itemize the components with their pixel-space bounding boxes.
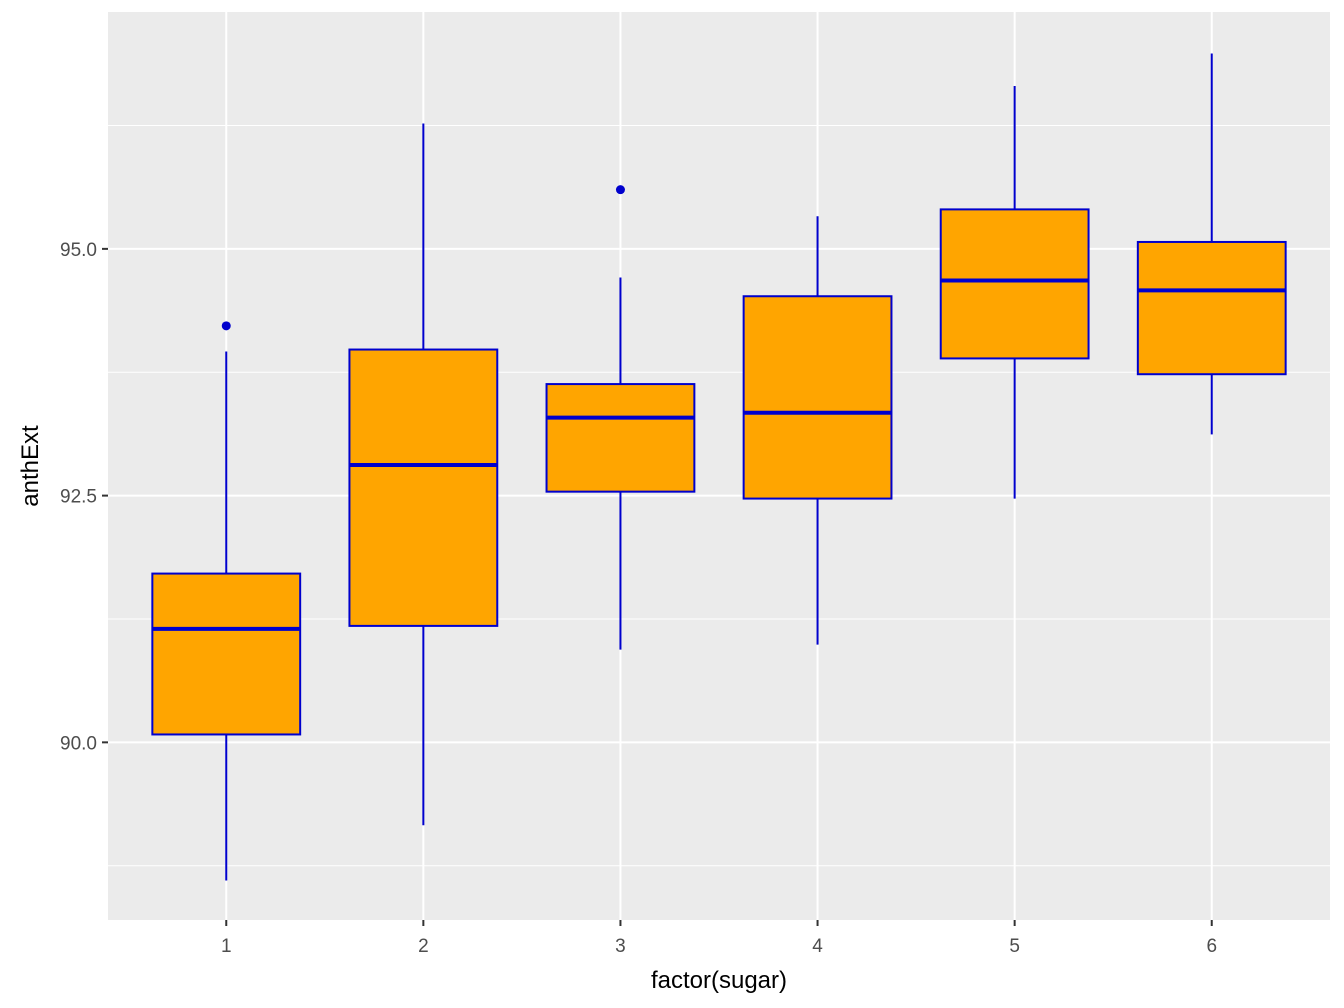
plot-panel bbox=[108, 12, 1330, 920]
x-tick-label: 5 bbox=[1009, 936, 1020, 957]
box-group-6 bbox=[1136, 53, 1287, 435]
x-axis-title: factor(sugar) bbox=[651, 967, 787, 994]
x-tick-label: 1 bbox=[221, 936, 232, 957]
box-iqr bbox=[348, 348, 499, 627]
y-tick-label: 90.0 bbox=[60, 733, 97, 754]
box-group-3 bbox=[545, 185, 696, 650]
x-tick-label: 2 bbox=[418, 936, 429, 957]
box-iqr bbox=[151, 572, 302, 736]
box-group-4 bbox=[742, 216, 893, 645]
x-axis: 1 2 3 4 5 6 bbox=[221, 920, 1217, 957]
boxes-layer bbox=[151, 53, 1287, 881]
x-tick-label: 4 bbox=[812, 936, 823, 957]
y-tick-label: 95.0 bbox=[60, 240, 97, 261]
box-iqr bbox=[742, 295, 893, 500]
y-axis: 90.0 92.5 95.0 bbox=[60, 240, 108, 754]
x-tick-label: 6 bbox=[1206, 936, 1217, 957]
box-group-1 bbox=[151, 321, 302, 881]
outlier-point bbox=[615, 185, 625, 195]
box-group-2 bbox=[348, 123, 499, 826]
outlier-point bbox=[221, 321, 231, 331]
box-iqr bbox=[1136, 240, 1287, 376]
y-tick-label: 92.5 bbox=[60, 487, 97, 508]
box-group-5 bbox=[939, 86, 1090, 499]
box-iqr bbox=[939, 208, 1090, 360]
x-tick-label: 3 bbox=[615, 936, 626, 957]
box-iqr bbox=[545, 383, 696, 493]
y-axis-title: anthExt bbox=[17, 425, 44, 507]
